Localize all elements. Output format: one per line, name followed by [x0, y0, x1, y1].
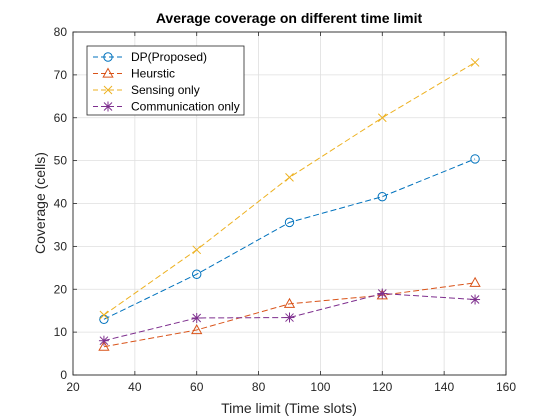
y-axis-label: Coverage (cells): [32, 152, 48, 254]
circle-marker: [192, 269, 202, 279]
triangle-marker: [98, 340, 110, 351]
x-marker-stroke: [377, 113, 387, 123]
x-tick-label: 60: [190, 380, 204, 394]
data-point-s2-p2: [285, 172, 294, 182]
triangle-marker: [191, 323, 203, 335]
x-tick-label: 80: [252, 380, 266, 394]
y-tick-label: 70: [54, 68, 68, 82]
data-point-s2-p0: [99, 310, 109, 320]
x-marker-stroke: [99, 310, 109, 320]
legend-marker: [102, 67, 114, 78]
data-point-s0-p2: [284, 217, 295, 228]
series-line-2: [103, 62, 476, 316]
data-point-s0-p3: [377, 191, 387, 202]
data-point-s0-p1: [192, 269, 202, 279]
data-point-s3-p1: [191, 312, 202, 323]
data-point-s2-p3: [377, 113, 387, 123]
data-point-s3-p2: [284, 312, 295, 323]
legend-label: Heurstic: [131, 67, 175, 81]
circle-marker: [284, 217, 295, 228]
legend-entry-3: Communication only: [93, 100, 240, 114]
y-tick-label: 80: [54, 25, 68, 39]
legend-entry-0: DP(Proposed): [93, 50, 207, 64]
data-point-s3-p4: [470, 294, 481, 305]
x-tick-label: 20: [66, 380, 80, 394]
data-point-s0-p4: [470, 154, 480, 164]
legend-label: Communication only: [131, 100, 240, 114]
x-marker-stroke: [192, 245, 202, 255]
x-tick-label: 100: [310, 380, 330, 394]
legend-marker: [103, 101, 113, 112]
data-point-s1-p1: [191, 323, 203, 335]
series-line-1: [103, 282, 476, 348]
circle-marker: [470, 154, 480, 164]
chart-title: Average coverage on different time limit: [156, 10, 423, 26]
axes-box: [72, 31, 507, 376]
data-point-s2-p1: [192, 245, 202, 255]
data-point-s1-p0: [98, 340, 110, 351]
y-tick-label: 0: [60, 368, 67, 382]
y-tick-label: 60: [54, 111, 68, 125]
series-line-0: [103, 158, 476, 320]
triangle-marker: [102, 67, 114, 78]
x-marker-stroke: [470, 58, 480, 67]
circle-marker: [377, 191, 387, 202]
legend-entry-2: Sensing only: [93, 83, 200, 97]
data-point-s1-p4: [469, 276, 481, 287]
series-line-3: [103, 293, 476, 342]
y-tick-label: 30: [54, 239, 68, 253]
x-marker-stroke: [103, 85, 113, 95]
y-tick-label: 20: [54, 282, 68, 296]
y-tick-label: 50: [54, 154, 68, 168]
x-tick-label: 140: [434, 380, 454, 394]
axes: [72, 31, 507, 376]
y-tick-label: 10: [54, 325, 68, 339]
x-axis-label: Time limit (Time slots): [221, 400, 357, 416]
data-point-s3-p0: [98, 335, 109, 346]
x-tick-label: 120: [372, 380, 392, 394]
x-tick-label: 160: [496, 380, 516, 394]
triangle-marker: [469, 276, 481, 287]
legend-label: DP(Proposed): [131, 50, 207, 64]
data-point-s1-p2: [283, 297, 296, 308]
legend-marker: [103, 85, 113, 95]
tick-labels: 20 40 60 80 100 120 140 160 0 10 20 30 40 50 60 70 80: [54, 25, 517, 394]
data-point-s3-p3: [377, 288, 388, 299]
x-tick-label: 40: [128, 380, 142, 394]
x-marker-stroke: [285, 172, 294, 182]
series-group: [98, 58, 481, 351]
circle-marker: [103, 52, 113, 62]
legend-label: Sensing only: [131, 83, 200, 97]
legend-marker: [103, 52, 113, 62]
y-tick-label: 40: [54, 197, 68, 211]
triangle-marker: [283, 297, 296, 308]
legend: DP(Proposed) Heurstic Sensing only Communic…: [86, 45, 245, 116]
legend-entry-1: Heurstic: [93, 67, 175, 81]
data-point-s2-p4: [470, 58, 480, 67]
